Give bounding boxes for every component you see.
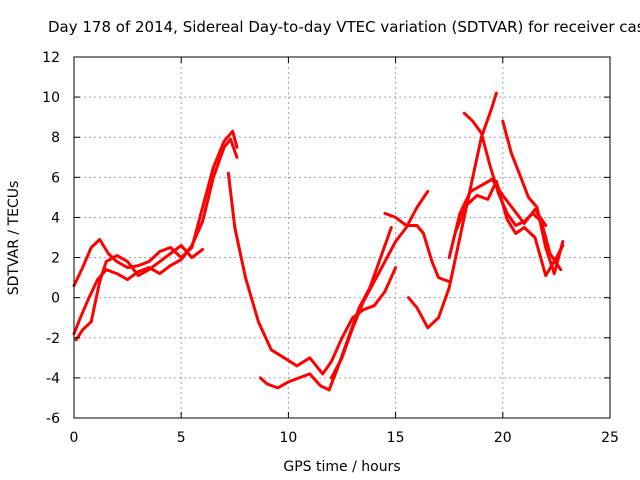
series-track-5 bbox=[259, 226, 393, 392]
series-layer bbox=[72, 91, 565, 392]
y-tick-label: 0 bbox=[51, 291, 60, 307]
series-track-11 bbox=[501, 119, 565, 276]
series-track-4 bbox=[226, 171, 398, 376]
series-track-6 bbox=[329, 189, 430, 380]
chart-title: Day 178 of 2014, Sidereal Day-to-day VTE… bbox=[48, 18, 640, 36]
plot-frame bbox=[73, 56, 611, 419]
x-tick-label: 25 bbox=[601, 430, 619, 446]
x-axis-label: GPS time / hours bbox=[283, 459, 400, 475]
series-track-2 bbox=[72, 137, 239, 336]
series-track-10 bbox=[462, 111, 563, 272]
axis-ticks: 0 5 10 15 20 25 -6 -4 -2 0 2 4 6 8 10 12 bbox=[42, 50, 619, 446]
y-tick-label: 6 bbox=[51, 170, 60, 186]
y-tick-label: 8 bbox=[51, 130, 60, 146]
series-track-8 bbox=[407, 91, 498, 330]
y-tick-label: -2 bbox=[46, 331, 60, 347]
y-tick-label: 4 bbox=[51, 210, 60, 226]
x-tick-label: 5 bbox=[177, 430, 186, 446]
y-tick-label: -6 bbox=[46, 411, 60, 427]
series-track-7 bbox=[383, 211, 451, 284]
y-tick-label: 2 bbox=[51, 251, 60, 267]
y-tick-label: 12 bbox=[42, 50, 60, 66]
grid-lines bbox=[74, 57, 610, 418]
x-tick-label: 10 bbox=[279, 430, 297, 446]
x-tick-label: 15 bbox=[387, 430, 405, 446]
series-track-1 bbox=[72, 129, 239, 288]
y-tick-label: -4 bbox=[46, 371, 60, 387]
x-tick-label: 20 bbox=[494, 430, 512, 446]
x-tick-label: 0 bbox=[70, 430, 79, 446]
y-axis-label: SDTVAR / TECUs bbox=[6, 181, 22, 296]
series-track-3 bbox=[74, 244, 205, 342]
y-tick-label: 10 bbox=[42, 90, 60, 106]
series-track-12 bbox=[454, 179, 565, 278]
